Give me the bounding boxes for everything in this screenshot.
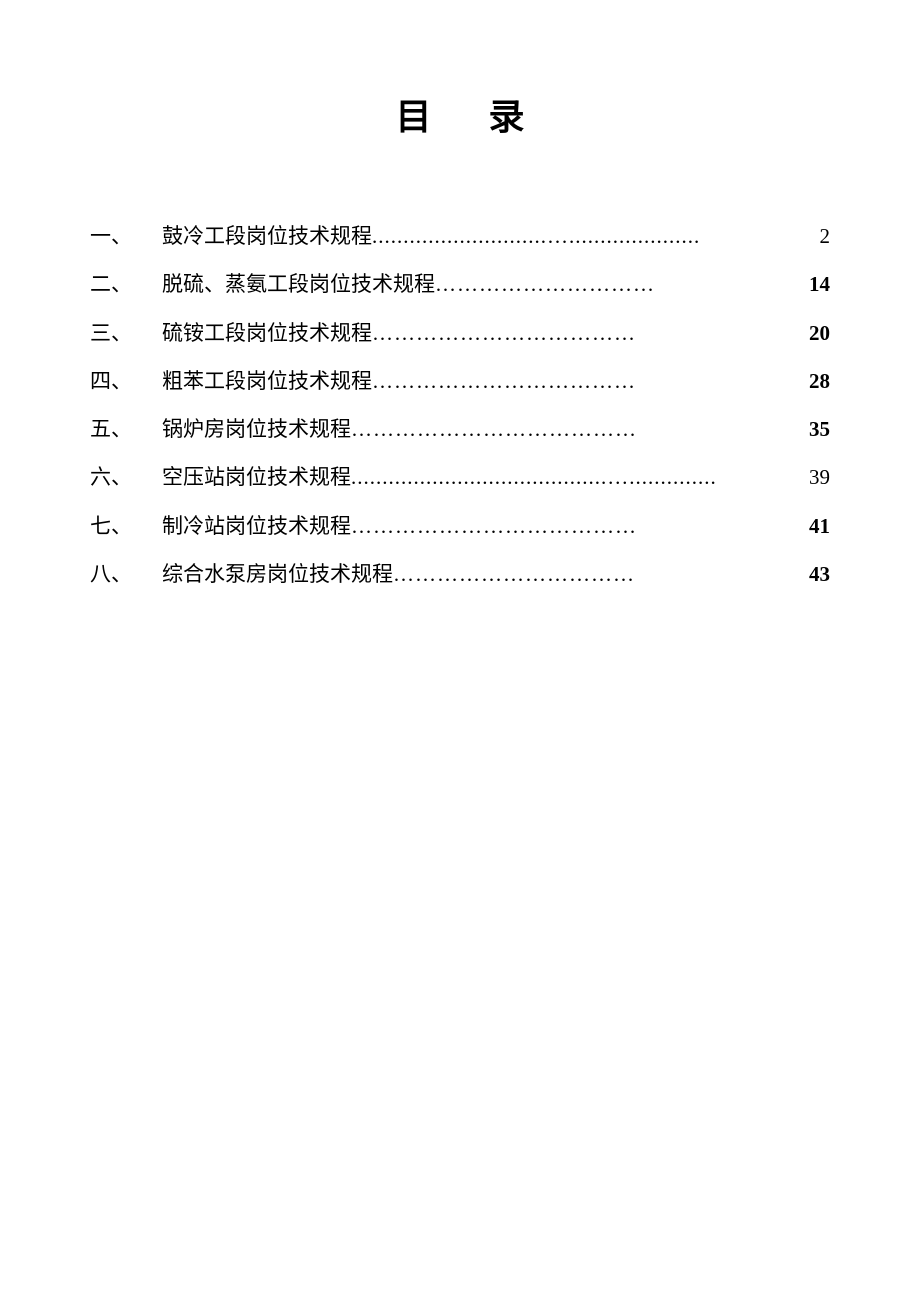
toc-entry-page: 14 <box>807 260 830 308</box>
toc-entry-label: 粗苯工段岗位技术规程 <box>162 357 372 405</box>
toc-entry-leader: ……………………………… <box>372 309 807 357</box>
toc-entry-label: 脱硫、蒸氨工段岗位技术规程 <box>162 260 435 308</box>
toc-entry-page: 20 <box>807 309 830 357</box>
toc-entry-page: 43 <box>807 550 830 598</box>
toc-entry-label: 硫铵工段岗位技术规程 <box>162 309 372 357</box>
toc-entry-page: 2 <box>818 212 831 260</box>
toc-entry: 一、 鼓冷工段岗位技术规程 ..........................… <box>90 212 830 260</box>
toc-entry: 五、 锅炉房岗位技术规程 ………………………………… 35 <box>90 405 830 453</box>
toc-entry-number: 五、 <box>90 405 162 453</box>
toc-entry-label: 制冷站岗位技术规程 <box>162 502 351 550</box>
toc-entry: 三、 硫铵工段岗位技术规程 ……………………………… 20 <box>90 309 830 357</box>
toc-entry-number: 一、 <box>90 212 162 260</box>
toc-entry: 七、 制冷站岗位技术规程 ………………………………… 41 <box>90 502 830 550</box>
toc-entry-leader: …………………………… <box>393 550 807 598</box>
page-title: 目 录 <box>80 88 840 140</box>
toc-entry-number: 四、 <box>90 357 162 405</box>
toc-entry: 二、 脱硫、蒸氨工段岗位技术规程 ………………………… 14 <box>90 260 830 308</box>
toc-entry-leader: ………………………………… <box>351 405 807 453</box>
toc-entry-leader: ………………………… <box>435 260 807 308</box>
toc-entry-page: 35 <box>807 405 830 453</box>
toc-entry-label: 锅炉房岗位技术规程 <box>162 405 351 453</box>
toc-entry-leader: ……………………………… <box>372 357 807 405</box>
toc-entry-page: 39 <box>807 453 830 501</box>
toc-entry-label: 空压站岗位技术规程 <box>162 453 351 501</box>
toc-entry-number: 三、 <box>90 309 162 357</box>
toc-entry-page: 28 <box>807 357 830 405</box>
toc-entry-number: 八、 <box>90 550 162 598</box>
toc-entry-number: 七、 <box>90 502 162 550</box>
toc-entry-label: 综合水泵房岗位技术规程 <box>162 550 393 598</box>
toc-entry-leader: ........................................… <box>351 453 807 501</box>
toc-entry: 六、 空压站岗位技术规程 ...........................… <box>90 453 830 501</box>
toc-entry-page: 41 <box>807 502 830 550</box>
toc-entry-leader: ………………………………… <box>351 502 807 550</box>
toc-entry: 八、 综合水泵房岗位技术规程 …………………………… 43 <box>90 550 830 598</box>
toc-entry-label: 鼓冷工段岗位技术规程 <box>162 212 372 260</box>
toc-entry-leader: ............................…...........… <box>372 212 818 260</box>
toc-entry-number: 六、 <box>90 453 162 501</box>
toc-entry: 四、 粗苯工段岗位技术规程 ……………………………… 28 <box>90 357 830 405</box>
toc-entry-number: 二、 <box>90 260 162 308</box>
table-of-contents: 一、 鼓冷工段岗位技术规程 ..........................… <box>80 212 840 598</box>
